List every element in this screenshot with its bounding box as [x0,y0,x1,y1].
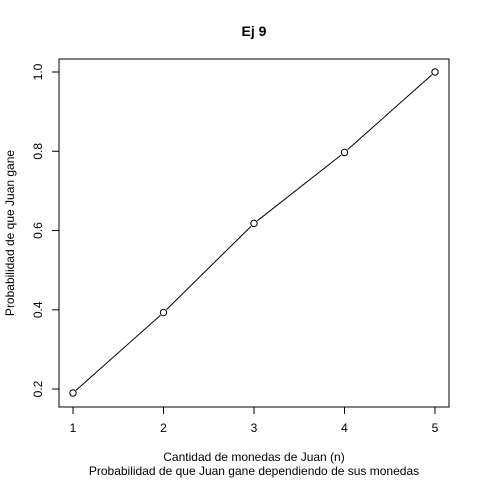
x-tick-label: 3 [251,421,258,435]
x-tick-label: 2 [160,421,167,435]
data-series [69,68,439,397]
y-tick-label: 0.2 [31,380,45,397]
x-axis: 1 2 3 4 5 [70,406,439,435]
y-tick-label: 0.4 [31,301,45,318]
y-tick-label: 1.0 [31,63,45,80]
data-point [431,68,439,76]
series-line-segment [166,225,252,310]
data-point [69,389,77,397]
chart-subtitle: Probabilidad de que Juan gane dependiend… [89,464,419,478]
data-point [159,308,168,317]
y-axis-label: Probabilidad de que Juan gane [3,150,17,316]
y-tick-label: 0.6 [31,222,45,239]
series-line-segment [347,74,433,151]
x-tick-label: 4 [341,421,348,435]
data-point [340,148,349,157]
y-axis: 0.2 0.4 0.6 0.8 1.0 [31,63,60,397]
x-axis-label: Cantidad de monedas de Juan (n) [163,450,344,464]
x-tick-label: 1 [70,421,77,435]
x-tick-label: 5 [432,421,439,435]
series-line-segment [256,154,342,222]
chart-title: Ej 9 [242,23,267,39]
y-tick-label: 0.8 [31,143,45,160]
data-point [250,219,258,228]
series-line-segment [75,314,161,391]
